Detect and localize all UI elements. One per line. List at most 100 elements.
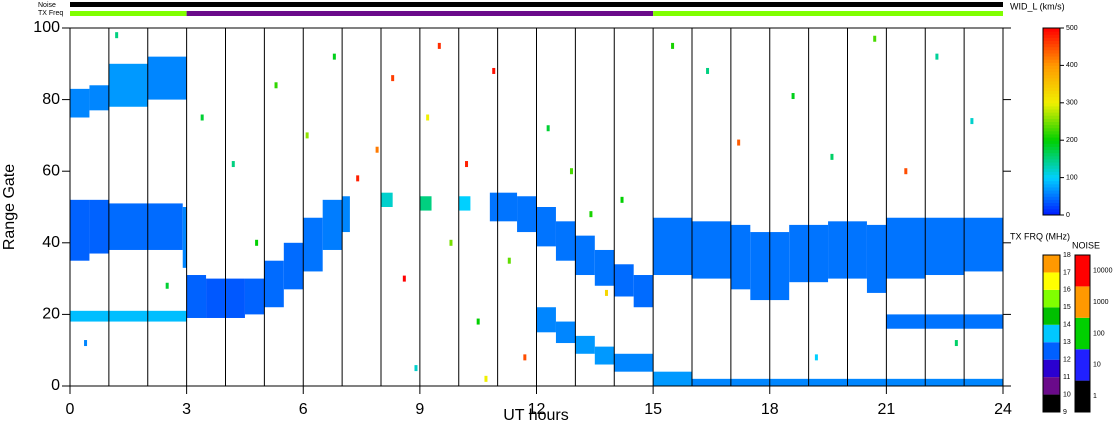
width-colorbar-cell xyxy=(1043,211,1060,216)
width-colorbar-cell xyxy=(1043,65,1060,70)
echo-cell xyxy=(89,199,109,254)
width-colorbar-cell xyxy=(1043,208,1060,213)
echo-cell xyxy=(730,224,751,290)
echo-cell xyxy=(147,203,183,250)
width-colorbar-cell xyxy=(1043,183,1060,188)
width-colorbar-cell xyxy=(1043,158,1060,163)
y-tick-label: 100 xyxy=(33,19,60,36)
width-colorbar-cell xyxy=(1043,62,1060,66)
freq-label: TX Freq xyxy=(38,10,63,17)
noise-colorbar-tick-label: 10000 xyxy=(1093,268,1113,275)
width-colorbar-cell xyxy=(1043,87,1060,91)
echo-point xyxy=(904,168,908,175)
echo-point xyxy=(569,168,573,175)
noise-colorbar-cell xyxy=(1075,380,1090,412)
freq-colorbar-tick-label: 16 xyxy=(1063,287,1071,294)
width-colorbar-tick-label: 100 xyxy=(1066,174,1078,181)
echo-point xyxy=(200,114,204,121)
x-tick-label: 21 xyxy=(877,401,895,418)
x-tick-label: 15 xyxy=(644,401,662,418)
echo-cell xyxy=(536,207,556,247)
echo-cell xyxy=(886,314,1003,329)
width-colorbar-cell xyxy=(1043,105,1060,110)
echo-point xyxy=(970,118,974,125)
freq-colorbar-cell xyxy=(1043,289,1060,308)
freq-colorbar-cell xyxy=(1043,377,1060,395)
y-axis-title: Range Gate xyxy=(1,164,18,250)
width-colorbar-frame xyxy=(1042,27,1061,216)
echo-point xyxy=(115,32,119,39)
echo-cell xyxy=(555,221,576,261)
echo-cell xyxy=(244,278,265,315)
echo-cell xyxy=(886,217,926,279)
noise-colorbar-frame xyxy=(1074,254,1091,413)
echo-point xyxy=(391,75,395,82)
width-colorbar-cell xyxy=(1043,152,1060,157)
width-colorbar-cell xyxy=(1043,74,1060,79)
freq-colorbar-cell xyxy=(1043,307,1060,325)
echo-point xyxy=(546,125,550,132)
freq-colorbar-tick-label: 18 xyxy=(1063,252,1071,259)
echo-cell xyxy=(381,192,393,207)
width-colorbar-cell xyxy=(1043,109,1060,113)
y-tick-label: 40 xyxy=(42,234,60,251)
echo-cell xyxy=(489,192,518,222)
noise-label: Noise xyxy=(38,2,56,9)
width-colorbar-tick-label: 500 xyxy=(1066,25,1078,32)
echo-cell xyxy=(964,217,1003,272)
echo-point xyxy=(476,318,480,325)
x-tick-label: 0 xyxy=(66,401,75,418)
echo-cell xyxy=(575,335,595,354)
width-colorbar-cell xyxy=(1043,71,1060,76)
width-colorbar-cell xyxy=(1043,68,1060,73)
echo-cell xyxy=(70,199,90,261)
x-tick-label: 12 xyxy=(528,401,546,418)
freq-bar xyxy=(186,11,654,16)
freq-colorbar-frame xyxy=(1042,254,1061,413)
width-colorbar-cell xyxy=(1043,31,1060,35)
freq-colorbar-tick-label: 9 xyxy=(1063,409,1067,416)
width-colorbar-cell xyxy=(1043,146,1060,151)
echo-cell xyxy=(419,196,432,211)
y-tick-label: 20 xyxy=(42,306,60,323)
width-colorbar-tick-label: 400 xyxy=(1066,62,1078,69)
echo-point xyxy=(375,146,379,153)
echo-cell xyxy=(653,371,692,386)
echo-cell xyxy=(866,224,887,293)
echo-cell xyxy=(70,88,90,118)
echo-cell xyxy=(692,221,731,279)
freq-bar xyxy=(70,11,187,16)
echo-point xyxy=(737,139,741,146)
width-colorbar-cell xyxy=(1043,90,1060,94)
echo-point xyxy=(507,257,511,264)
width-colorbar-cell xyxy=(1043,180,1060,185)
width-colorbar-cell xyxy=(1043,56,1060,60)
echo-cell xyxy=(303,217,323,272)
freq-colorbar-tick-label: 10 xyxy=(1063,391,1071,398)
noise-colorbar-tick-label: 10 xyxy=(1093,362,1101,369)
width-colorbar-cell xyxy=(1043,43,1060,48)
width-colorbar-cell xyxy=(1043,102,1060,107)
width-colorbar-cell xyxy=(1043,124,1060,129)
width-colorbar-cell xyxy=(1043,118,1060,122)
width-colorbar-cell xyxy=(1043,49,1060,54)
width-colorbar-cell xyxy=(1043,133,1060,138)
freq-colorbar-label: TX FRQ (MHz) xyxy=(1010,231,1070,241)
width-colorbar-cell xyxy=(1043,37,1060,41)
echo-cell xyxy=(653,217,692,276)
echo-cell xyxy=(283,242,304,290)
width-colorbar-cell xyxy=(1043,165,1060,169)
y-tick-label: 60 xyxy=(42,162,60,179)
echo-point xyxy=(830,153,834,160)
echo-point xyxy=(484,375,488,382)
width-colorbar-cell xyxy=(1043,162,1060,166)
width-colorbar-cell xyxy=(1043,46,1060,51)
width-colorbar-cell xyxy=(1043,140,1060,144)
echo-point xyxy=(706,67,710,74)
echo-point xyxy=(84,340,88,347)
width-colorbar-cell xyxy=(1043,199,1060,204)
echo-point xyxy=(255,239,259,246)
noise-colorbar-cell xyxy=(1075,317,1090,350)
freq-colorbar-tick-label: 11 xyxy=(1063,374,1070,381)
